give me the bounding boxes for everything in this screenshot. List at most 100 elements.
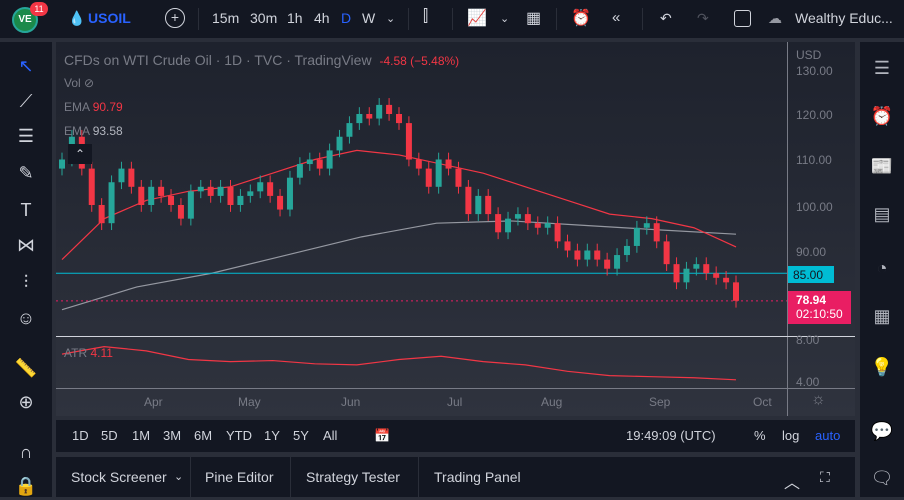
trendline-icon[interactable]: ⟋ <box>19 91 33 111</box>
pane-separator[interactable] <box>56 336 855 337</box>
ruler-icon[interactable]: 📏 <box>14 358 38 378</box>
utc-clock[interactable]: 19:49:09 (UTC) <box>626 428 716 443</box>
maximize-panel-icon[interactable]: ⛶ <box>820 469 830 485</box>
range-3m[interactable]: 3M <box>163 428 182 443</box>
lock-icon[interactable]: 🔒 <box>14 476 38 496</box>
ema-label: EMA <box>64 100 90 114</box>
interval-w[interactable]: W <box>362 10 376 26</box>
time-tick: Sep <box>649 395 671 409</box>
ema-value: 90.79 <box>92 100 123 114</box>
chart-settings-icon[interactable]: ☼ <box>811 391 826 408</box>
brush-icon[interactable]: ✎ <box>18 163 34 183</box>
interval-d[interactable]: D <box>341 10 352 26</box>
candle-body <box>227 186 234 205</box>
chevron-down-icon[interactable]: ⌄ <box>174 471 184 483</box>
time-tick: Aug <box>541 395 563 409</box>
cloud-icon[interactable]: ☁ <box>768 10 782 26</box>
candle-body <box>455 168 462 187</box>
goto-date-icon[interactable]: 📅 <box>374 428 391 443</box>
currency-selector[interactable]: USD <box>796 48 822 62</box>
replay-icon[interactable]: « <box>612 9 621 26</box>
eye-hidden-icon[interactable]: ⊘ <box>84 76 95 90</box>
top-toolbar: VE 11 💧 USOIL + 15m 30m 1h 4h D W ⌄ ⫿ 📈 … <box>0 0 904 38</box>
magnet-icon[interactable]: ∩ <box>19 442 33 462</box>
fullscreen-icon[interactable] <box>734 10 751 27</box>
candle-body <box>257 182 264 192</box>
collapse-panel-icon[interactable]: ︿ <box>784 475 801 492</box>
time-tick: Apr <box>144 395 163 409</box>
plot-area <box>56 42 787 336</box>
news-icon[interactable]: 📰 <box>870 156 894 176</box>
auto-toggle[interactable]: auto <box>815 428 841 443</box>
interval-4h[interactable]: 4h <box>314 10 330 26</box>
layout-name[interactable]: Wealthy Educ... <box>795 10 893 26</box>
chevron-down-icon[interactable]: ⌄ <box>500 13 510 25</box>
candles-icon[interactable]: ⫿ <box>423 8 429 25</box>
candle-body <box>187 191 194 219</box>
range-5y[interactable]: 5Y <box>293 428 309 443</box>
range-ytd[interactable]: YTD <box>226 428 252 443</box>
pattern-icon[interactable]: ⋈ <box>17 235 35 255</box>
lightbulb-icon[interactable]: 💡 <box>870 357 894 377</box>
price-tick: 90.00 <box>796 245 827 259</box>
chart-pane[interactable]: CFDs on WTI Crude Oil · 1D · TVC · Tradi… <box>56 42 855 416</box>
calendar-icon[interactable]: ▦ <box>873 306 891 326</box>
text-icon[interactable]: T <box>20 200 32 220</box>
emoji-icon[interactable]: ☺ <box>16 308 36 328</box>
date-range-bar: 1D 5D 1M 3M 6M YTD 1Y 5Y All 📅 19:49:09 … <box>56 420 855 452</box>
range-6m[interactable]: 6M <box>194 428 213 443</box>
ema-value: 93.58 <box>92 124 123 138</box>
candle-body <box>286 177 293 210</box>
candle-body <box>653 223 660 242</box>
chevron-down-icon[interactable]: ⌄ <box>386 13 396 25</box>
range-5d[interactable]: 5D <box>101 428 118 443</box>
ideas-icon[interactable]: ▤ <box>873 204 891 224</box>
tab-stock-screener[interactable]: Stock Screener <box>71 469 167 485</box>
ema-fast-line <box>61 149 737 261</box>
watchlist-icon[interactable]: ☰ <box>873 58 891 78</box>
alarm-icon[interactable]: ⏰ <box>870 106 894 126</box>
messages-icon[interactable]: 🗨 <box>870 468 894 488</box>
candle-body <box>366 114 373 119</box>
candle-body <box>465 186 472 215</box>
interval-30m[interactable]: 30m <box>250 10 278 26</box>
bottom-panel-tabs: Stock Screener ⌄ Pine Editor Strategy Te… <box>56 457 855 497</box>
zoom-in-icon[interactable]: ⊕ <box>18 392 34 412</box>
candle-body <box>683 268 690 283</box>
price-chart[interactable] <box>56 42 855 416</box>
chat-icon[interactable]: 💬 <box>870 421 894 441</box>
range-1m[interactable]: 1M <box>132 428 151 443</box>
cursor-icon[interactable]: ↖ <box>18 56 34 76</box>
compare-add-icon[interactable]: + <box>165 8 185 28</box>
candle-body <box>693 264 700 269</box>
percent-toggle[interactable]: % <box>754 428 766 443</box>
tab-pine-editor[interactable]: Pine Editor <box>205 469 274 485</box>
interval-1h[interactable]: 1h <box>287 10 303 26</box>
time-tick: May <box>238 395 261 409</box>
price-change: -4.58 (−5.48%) <box>379 54 460 68</box>
range-1d[interactable]: 1D <box>72 428 89 443</box>
prediction-icon[interactable]: ⫶ <box>23 272 29 292</box>
log-toggle[interactable]: log <box>782 428 800 443</box>
tab-strategy-tester[interactable]: Strategy Tester <box>306 469 400 485</box>
undo-icon[interactable]: ↶ <box>660 10 672 26</box>
collapse-legend-button[interactable]: ⌃ <box>68 144 92 164</box>
candle-body <box>425 168 432 187</box>
range-1y[interactable]: 1Y <box>264 428 280 443</box>
tab-trading-panel[interactable]: Trading Panel <box>434 469 521 485</box>
interval-15m[interactable]: 15m <box>212 10 240 26</box>
candle-body <box>336 136 343 151</box>
redo-icon[interactable]: ↷ <box>697 10 709 26</box>
candle-body <box>445 159 452 169</box>
fib-icon[interactable]: ☰ <box>17 126 35 146</box>
candle-body <box>108 182 115 224</box>
symbol-search[interactable]: USOIL <box>88 10 131 26</box>
alert-add-icon[interactable]: ⏰ <box>571 10 591 27</box>
layout-grid-icon[interactable]: ▦ <box>526 10 542 27</box>
hotlist-icon[interactable]: ◔ <box>876 258 888 278</box>
candle-body <box>197 186 204 192</box>
candle-body <box>713 273 720 278</box>
last-price: 78.94 <box>796 293 827 307</box>
range-all[interactable]: All <box>323 428 338 443</box>
indicators-icon[interactable]: 📈 <box>467 10 487 27</box>
